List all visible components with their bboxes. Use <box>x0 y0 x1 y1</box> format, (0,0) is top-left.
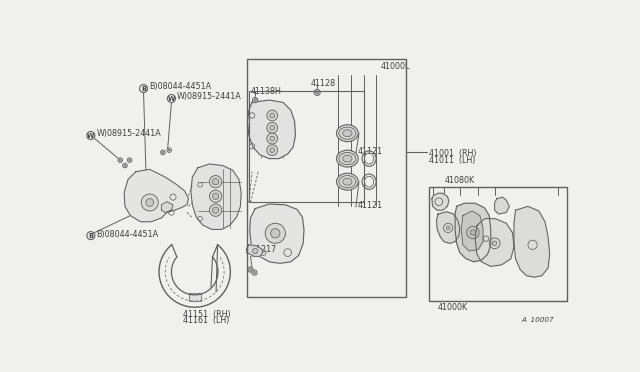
Circle shape <box>316 91 319 94</box>
Bar <box>429 187 566 301</box>
Circle shape <box>492 241 497 246</box>
Polygon shape <box>250 204 304 263</box>
Ellipse shape <box>339 176 356 188</box>
Text: 41011  (LH): 41011 (LH) <box>429 156 475 165</box>
Circle shape <box>162 151 164 153</box>
Polygon shape <box>432 193 449 210</box>
Circle shape <box>252 97 258 103</box>
Circle shape <box>120 159 121 161</box>
Polygon shape <box>124 169 189 222</box>
Text: 41151  (RH): 41151 (RH) <box>183 310 230 318</box>
Circle shape <box>161 150 165 155</box>
Ellipse shape <box>343 130 352 137</box>
Text: W: W <box>168 96 175 102</box>
Text: 41217: 41217 <box>252 245 277 254</box>
Circle shape <box>168 149 170 151</box>
Circle shape <box>270 125 275 130</box>
Text: 41121: 41121 <box>358 201 383 210</box>
Circle shape <box>129 159 131 161</box>
Polygon shape <box>514 206 550 277</box>
Polygon shape <box>476 219 514 266</box>
Text: B: B <box>141 86 146 92</box>
Polygon shape <box>461 211 483 251</box>
Circle shape <box>270 136 275 141</box>
Text: 41128: 41128 <box>311 78 336 87</box>
Text: 41138H: 41138H <box>250 87 282 96</box>
Circle shape <box>209 176 222 188</box>
Polygon shape <box>495 197 509 214</box>
Circle shape <box>141 194 158 211</box>
Polygon shape <box>455 203 491 262</box>
Text: 41161  (LH): 41161 (LH) <box>183 316 230 325</box>
Circle shape <box>267 133 278 144</box>
Circle shape <box>252 248 258 254</box>
Ellipse shape <box>337 150 358 167</box>
Circle shape <box>265 223 285 243</box>
Circle shape <box>470 230 476 235</box>
Polygon shape <box>436 212 460 243</box>
Text: 41080K: 41080K <box>445 176 475 185</box>
Text: W: W <box>87 132 95 138</box>
Circle shape <box>212 207 219 213</box>
Text: B)08044-4451A: B)08044-4451A <box>149 83 211 92</box>
Circle shape <box>248 267 253 272</box>
Text: B: B <box>88 232 93 238</box>
Circle shape <box>209 190 222 202</box>
Circle shape <box>314 89 320 96</box>
Circle shape <box>123 163 127 168</box>
Text: 41000L: 41000L <box>381 62 410 71</box>
Circle shape <box>118 158 123 163</box>
Ellipse shape <box>337 173 358 190</box>
Polygon shape <box>161 202 173 212</box>
Circle shape <box>267 122 278 133</box>
Circle shape <box>270 148 275 153</box>
Text: W)08915-2441A: W)08915-2441A <box>177 93 242 102</box>
Ellipse shape <box>339 127 356 140</box>
Circle shape <box>146 199 154 206</box>
Circle shape <box>124 164 126 166</box>
Circle shape <box>253 272 255 274</box>
Text: 41121: 41121 <box>358 147 383 156</box>
Circle shape <box>167 148 172 153</box>
Polygon shape <box>246 245 263 256</box>
Text: 41001  (RH): 41001 (RH) <box>429 150 476 158</box>
Circle shape <box>252 270 257 275</box>
Text: A  10007: A 10007 <box>522 317 554 323</box>
Circle shape <box>209 204 222 217</box>
Circle shape <box>212 179 219 185</box>
Bar <box>246 58 406 297</box>
Circle shape <box>267 145 278 155</box>
Circle shape <box>267 110 278 121</box>
Circle shape <box>446 226 450 230</box>
Ellipse shape <box>337 125 358 142</box>
Polygon shape <box>189 294 201 301</box>
Ellipse shape <box>339 153 356 165</box>
Circle shape <box>250 268 252 271</box>
Text: B)08044-4451A: B)08044-4451A <box>96 230 159 238</box>
Ellipse shape <box>343 155 352 162</box>
Circle shape <box>254 99 256 101</box>
Bar <box>249 91 364 202</box>
Polygon shape <box>191 164 241 230</box>
Circle shape <box>270 113 275 118</box>
Circle shape <box>271 229 280 238</box>
Polygon shape <box>248 100 296 158</box>
Circle shape <box>127 158 132 163</box>
Text: W)08915-2441A: W)08915-2441A <box>96 129 161 138</box>
Circle shape <box>212 193 219 199</box>
Ellipse shape <box>343 178 352 185</box>
Text: 41000K: 41000K <box>438 303 468 312</box>
